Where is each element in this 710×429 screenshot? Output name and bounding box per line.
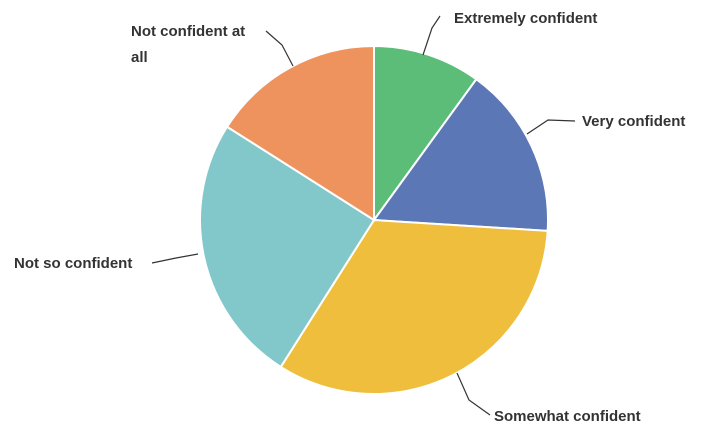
leader-line-not-confident-at-all	[265, 30, 294, 67]
pie-slice-extremely-confident	[373, 44, 478, 224]
labels-layer: Extremely confident Very confident Somewha…	[14, 10, 685, 425]
leader-line-extremely-confident	[422, 15, 441, 56]
slices-layer	[199, 44, 550, 395]
slice-label-very-confident: Very confident	[582, 113, 685, 130]
slice-label-extremely-confident: Extremely confident	[454, 10, 597, 27]
pie-slice-not-so-confident	[199, 125, 376, 369]
slice-label-somewhat-confident: Somewhat confident	[494, 408, 641, 425]
leaders-layer	[151, 15, 576, 416]
slice-label-not-confident-at-all: Not confident at all	[131, 23, 245, 66]
slice-label-not-so-confident: Not so confident	[14, 255, 132, 272]
pie-slice-very-confident	[372, 77, 550, 232]
leader-line-very-confident	[526, 119, 576, 135]
leader-line-somewhat-confident	[456, 372, 491, 416]
leader-line-not-so-confident	[151, 253, 199, 264]
pie-slice-not-confident-at-all	[225, 44, 375, 222]
